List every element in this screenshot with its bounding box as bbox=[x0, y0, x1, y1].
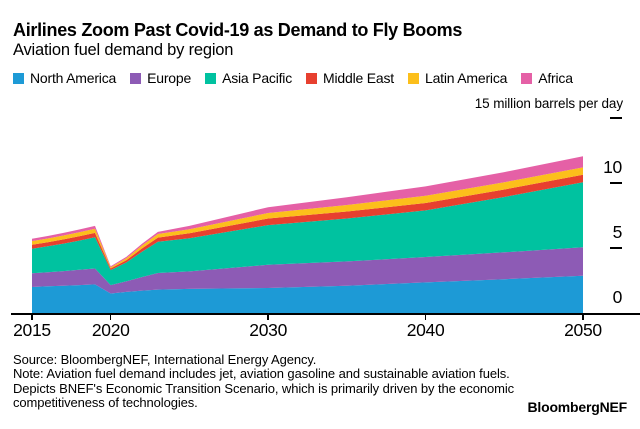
plot-area bbox=[32, 118, 583, 313]
legend-item-africa: Africa bbox=[521, 70, 573, 86]
y-tick-15 bbox=[610, 117, 622, 119]
y-tick-5 bbox=[610, 247, 622, 249]
area-latin-america bbox=[32, 167, 583, 269]
stacked-area-svg bbox=[32, 156, 583, 313]
y-axis-label-10: 10 bbox=[603, 157, 622, 177]
x-axis-label-2020: 2020 bbox=[91, 320, 130, 340]
area-africa bbox=[32, 156, 583, 268]
x-tick-2050 bbox=[582, 313, 584, 320]
legend-label-asia-pacific: Asia Pacific bbox=[222, 70, 293, 86]
x-tick-2030 bbox=[267, 313, 269, 320]
legend-label-africa: Africa bbox=[538, 70, 573, 86]
legend-item-europe: Europe bbox=[130, 70, 191, 86]
y-tick-10 bbox=[610, 182, 622, 184]
x-axis-label-2050: 2050 bbox=[564, 320, 602, 340]
legend: North America Europe Asia Pacific Middle Ea… bbox=[13, 70, 573, 86]
legend-item-north-america: North America bbox=[13, 70, 116, 86]
chart-subtitle: Aviation fuel demand by region bbox=[13, 41, 234, 59]
legend-label-middle-east: Middle East bbox=[323, 70, 394, 86]
legend-swatch-africa bbox=[521, 72, 533, 84]
methodology-note: Note: Aviation fuel demand includes jet,… bbox=[13, 366, 515, 410]
legend-item-latin-america: Latin America bbox=[407, 70, 508, 86]
source-note: Source: BloombergNEF, International Ener… bbox=[13, 352, 317, 367]
x-tick-2015 bbox=[31, 313, 33, 320]
legend-label-latin-america: Latin America bbox=[424, 70, 508, 86]
legend-label-europe: Europe bbox=[147, 70, 192, 86]
x-axis-line bbox=[11, 313, 640, 315]
x-tick-2020 bbox=[109, 313, 112, 320]
area-asia-pacific bbox=[32, 182, 583, 286]
y-axis-unit-label: 15 million barrels per day bbox=[474, 96, 623, 111]
chart-title: Airlines Zoom Past Covid-19 as Demand to… bbox=[13, 20, 463, 40]
legend-swatch-north-america bbox=[13, 72, 24, 84]
legend-swatch-latin-america bbox=[407, 72, 419, 84]
legend-swatch-asia-pacific bbox=[205, 72, 217, 84]
legend-label-north-america: North America bbox=[30, 70, 117, 86]
x-axis-label-2040: 2040 bbox=[406, 320, 445, 340]
x-tick-2040 bbox=[424, 313, 427, 320]
legend-swatch-middle-east bbox=[306, 72, 318, 84]
x-axis-label-2030: 2030 bbox=[249, 320, 287, 340]
footer: Source: BloombergNEF, International Ener… bbox=[13, 352, 523, 410]
area-europe bbox=[32, 247, 583, 294]
x-axis-label-2015: 2015 bbox=[13, 320, 51, 340]
brand-logo: BloombergNEF bbox=[527, 399, 628, 415]
y-axis-label-0: 0 bbox=[612, 287, 623, 307]
legend-swatch-europe bbox=[130, 72, 142, 84]
y-axis-label-5: 5 bbox=[612, 222, 623, 242]
legend-item-asia-pacific: Asia Pacific bbox=[205, 70, 292, 86]
legend-item-middle-east: Middle East bbox=[306, 70, 394, 86]
area-north-america bbox=[32, 275, 583, 313]
